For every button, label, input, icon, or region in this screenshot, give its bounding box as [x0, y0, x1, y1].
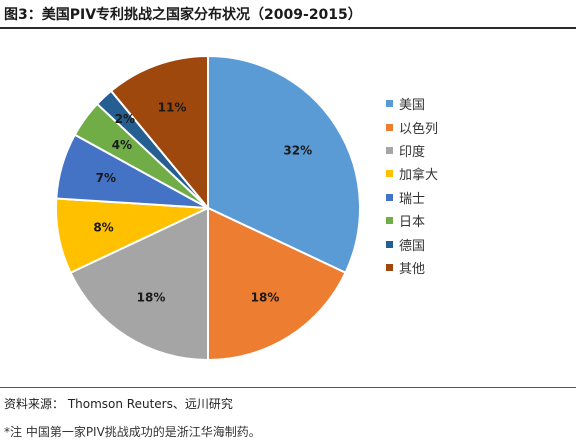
pie-label-5: 4%	[112, 138, 132, 152]
pie-slice-2	[69, 206, 209, 362]
legend-item-4: 瑞士	[386, 186, 438, 209]
source-divider	[0, 387, 576, 388]
legend-item-3: 加拿大	[386, 162, 438, 185]
legend-swatch	[386, 123, 393, 131]
legend-swatch	[386, 146, 393, 154]
legend-label: 瑞士	[399, 191, 426, 207]
legend-item-5: 日本	[386, 209, 438, 232]
pie-slice-0	[207, 54, 361, 275]
pie-slice-1	[207, 206, 347, 362]
pie-label-0: 32%	[283, 144, 312, 158]
legend-swatch	[386, 263, 393, 271]
chart-legend: 美国以色列印度加拿大瑞士日本德国其他	[386, 92, 438, 279]
pie-slices	[55, 54, 361, 362]
title-divider	[0, 27, 576, 29]
pie-label-7: 11%	[158, 100, 187, 114]
legend-label: 其他	[399, 261, 426, 277]
legend-label: 美国	[399, 98, 426, 114]
legend-label: 德国	[399, 238, 426, 254]
legend-swatch	[386, 170, 393, 178]
legend-item-1: 以色列	[386, 115, 438, 138]
pie-label-3: 8%	[93, 220, 113, 234]
legend-swatch	[386, 100, 393, 108]
pie-label-6: 2%	[115, 112, 135, 126]
legend-item-7: 其他	[386, 256, 438, 279]
legend-label: 印度	[399, 144, 426, 160]
pie-label-4: 7%	[96, 171, 116, 185]
legend-item-6: 德国	[386, 232, 438, 255]
legend-label: 加拿大	[399, 168, 439, 184]
legend-label: 日本	[399, 215, 426, 231]
legend-item-2: 印度	[386, 139, 438, 162]
pie-slice-7	[109, 54, 209, 211]
source-text: 资料来源： Thomson Reuters、远川研究	[4, 397, 233, 411]
legend-swatch	[386, 193, 393, 201]
legend-swatch	[386, 240, 393, 248]
pie-labels: 32% 18% 18% 8% 7% 4% 2% 11%	[93, 100, 312, 304]
legend-item-0: 美国	[386, 92, 438, 115]
footnote-text: *注 中国第一家PIV挑战成功的是浙江华海制药。	[4, 425, 261, 439]
pie-label-1: 18%	[251, 290, 280, 304]
legend-swatch	[386, 217, 393, 225]
pie-chart: 32% 18% 18% 8% 7% 4% 2% 11%	[55, 54, 361, 362]
legend-label: 以色列	[399, 121, 439, 137]
chart-title: 图3：美国PIV专利挑战之国家分布状况（2009-2015）	[4, 7, 362, 23]
pie-label-2: 18%	[137, 290, 166, 304]
